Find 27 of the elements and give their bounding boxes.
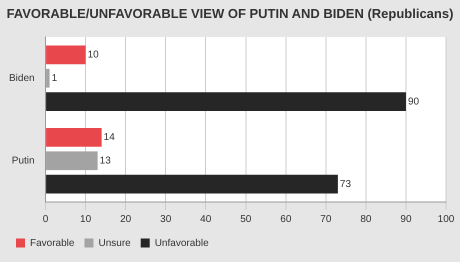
data-label: 73	[340, 178, 352, 190]
chart-title: FAVORABLE/UNFAVORABLE VIEW OF PUTIN AND BIDEN (Republicans)	[6, 5, 454, 23]
x-tick-label: 90	[400, 214, 412, 225]
y-tick-label: Putin	[12, 156, 35, 166]
x-tick-label: 50	[240, 214, 252, 225]
bar	[46, 92, 406, 111]
bar	[46, 128, 102, 147]
x-tick-label: 30	[160, 214, 172, 225]
x-tick-label: 70	[320, 214, 332, 225]
x-tick-label: 100	[438, 214, 455, 225]
x-tick-label: 10	[80, 214, 92, 225]
data-label: 10	[88, 50, 100, 61]
x-tick-label: 20	[120, 214, 132, 225]
x-tick-label: 60	[280, 214, 292, 225]
x-tick-label: 40	[200, 214, 212, 225]
legend-label: Favorable	[30, 238, 75, 249]
bar	[46, 46, 86, 64]
data-label: 13	[100, 156, 112, 166]
bar	[46, 174, 338, 194]
data-label: 90	[408, 96, 420, 108]
x-tick-label: 0	[42, 214, 49, 225]
legend-label: Unfavorable	[154, 238, 210, 249]
x-tick-label: 80	[360, 214, 372, 225]
legend-label: Unsure	[98, 238, 132, 249]
data-label: 14	[104, 132, 116, 144]
y-tick-label: Biden	[9, 73, 35, 84]
data-label: 1	[52, 73, 58, 84]
